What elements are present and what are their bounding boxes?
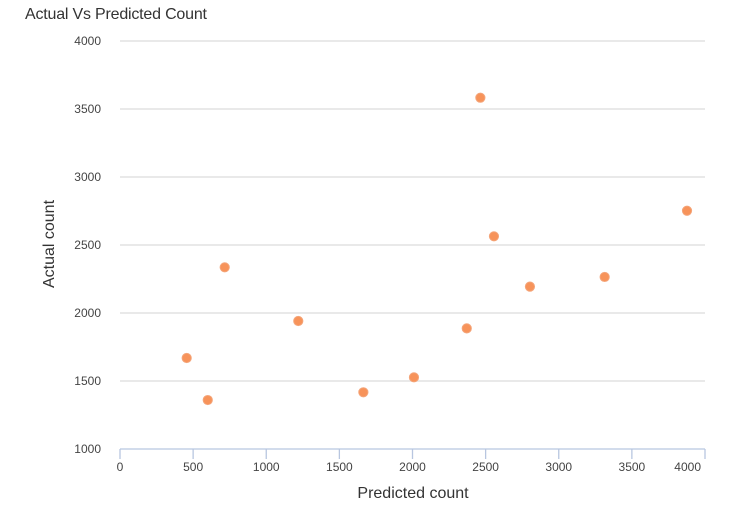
y-tick-label: 2500	[74, 238, 101, 252]
x-tick-label: 3500	[619, 460, 646, 474]
data-point[interactable]	[293, 315, 304, 327]
chart-title: Actual Vs Predicted Count	[25, 6, 207, 23]
y-tick-label: 2000	[74, 306, 101, 320]
y-tick-label: 1000	[74, 442, 101, 456]
x-tick-label: 1000	[253, 460, 280, 474]
x-tick-label: 4000	[674, 460, 701, 474]
x-tick-label: 2000	[399, 460, 426, 474]
data-point[interactable]	[524, 281, 536, 292]
x-tick-label: 1500	[326, 460, 353, 474]
x-tick-label: 500	[183, 460, 203, 474]
data-point[interactable]	[488, 231, 500, 242]
data-points	[181, 92, 693, 406]
x-axis: 0 500 1000 1500 2000 2500 3000 3500 4000	[117, 448, 706, 474]
data-point[interactable]	[461, 323, 472, 334]
data-point[interactable]	[599, 271, 610, 283]
data-point[interactable]	[475, 92, 486, 103]
y-tick-label: 4000	[74, 34, 101, 48]
x-axis-label: Predicted count	[357, 485, 469, 502]
y-tick-label: 3000	[74, 170, 101, 184]
data-point[interactable]	[202, 394, 213, 406]
data-point[interactable]	[408, 372, 420, 383]
data-point[interactable]	[181, 352, 192, 364]
data-point[interactable]	[219, 262, 230, 273]
x-tick-label: 3000	[545, 460, 572, 474]
data-point[interactable]	[358, 387, 369, 398]
x-tick-label: 2500	[472, 460, 499, 474]
x-tick-label: 0	[117, 460, 124, 474]
y-tick-label: 3500	[74, 102, 101, 116]
y-axis-label: Actual count	[41, 199, 58, 288]
y-axis-ticks: 1000 1500 2000 2500 3000 3500 4000	[74, 34, 101, 456]
data-point[interactable]	[681, 205, 693, 216]
gridlines	[120, 40, 705, 382]
y-tick-label: 1500	[74, 374, 101, 388]
